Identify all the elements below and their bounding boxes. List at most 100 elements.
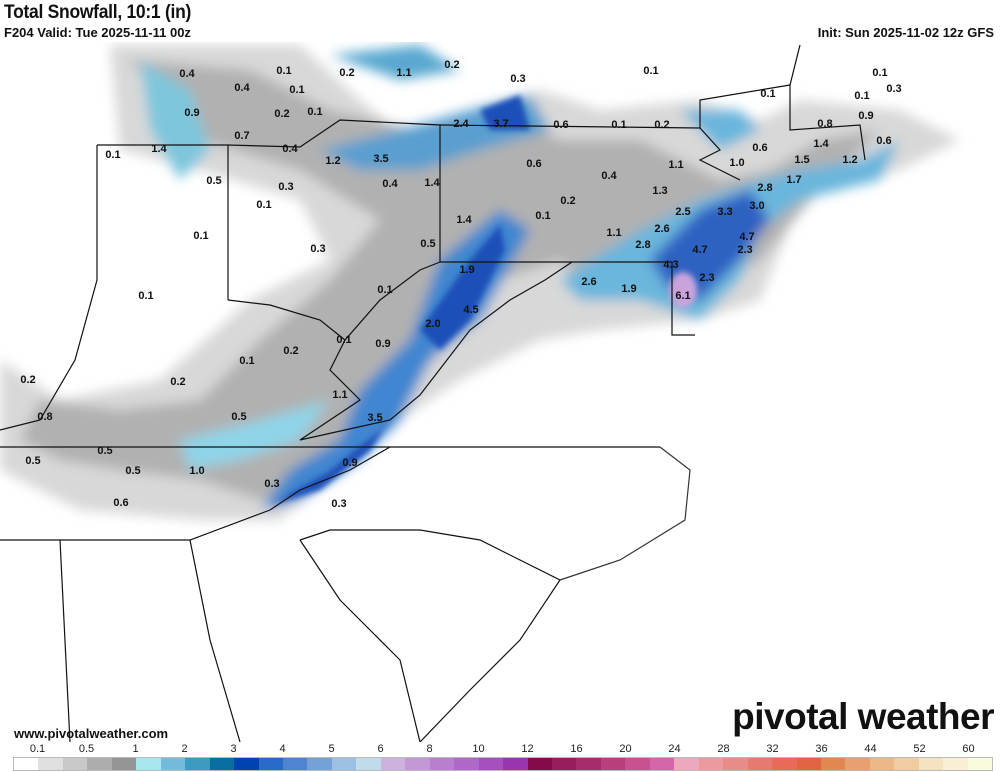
snowfall-value: 2.8 xyxy=(635,239,650,251)
website-url[interactable]: www.pivotalweather.com xyxy=(14,726,169,741)
snowfall-value: 1.1 xyxy=(332,389,347,401)
snowfall-value: 0.2 xyxy=(170,376,185,388)
legend-swatch xyxy=(600,758,626,770)
legend-swatch xyxy=(454,758,479,770)
snowfall-value: 1.4 xyxy=(813,138,829,150)
snowfall-value: 0.3 xyxy=(331,498,346,510)
valid-time: F204 Valid: Tue 2025-11-11 00z xyxy=(4,25,191,40)
snowfall-value: 0.6 xyxy=(113,497,128,509)
legend-swatch xyxy=(527,758,552,770)
legend-swatch xyxy=(649,758,675,770)
legend-swatch xyxy=(185,758,210,770)
snowfall-value: 2.6 xyxy=(581,276,596,288)
legend-label: 52 xyxy=(913,743,926,755)
snowfall-value: 0.4 xyxy=(601,170,617,182)
legend-swatch xyxy=(918,758,944,770)
legend-swatch xyxy=(380,758,406,770)
pivotal-weather-logo: pivotal weather xyxy=(732,696,994,737)
snowfall-value: 4.5 xyxy=(463,304,478,316)
snowfall-value: 0.6 xyxy=(876,135,891,147)
snowfall-value: 0.1 xyxy=(276,65,291,77)
snowfall-value: 0.5 xyxy=(420,238,435,250)
legend-swatch xyxy=(282,758,308,770)
legend-label: 16 xyxy=(570,743,583,755)
snowfall-value: 0.2 xyxy=(20,374,35,386)
snowfall-value: 0.1 xyxy=(193,230,208,242)
snowfall-value: 0.1 xyxy=(535,210,550,222)
snowfall-value: 0.1 xyxy=(105,149,120,161)
snowfall-value: 0.9 xyxy=(342,457,357,469)
snowfall-value-labels: 0.40.40.10.10.2 1.10.20.30.1 0.10.1 0.10.30… xyxy=(20,59,901,510)
snowfall-value: 2.8 xyxy=(757,182,772,194)
snowfall-value: 0.2 xyxy=(560,195,575,207)
snowfall-value: 3.0 xyxy=(749,200,764,212)
legend-swatch xyxy=(503,758,528,770)
snowfall-value: 0.1 xyxy=(239,355,254,367)
snowfall-value: 0.1 xyxy=(307,106,322,118)
snowfall-value: 4.7 xyxy=(692,244,707,256)
legend-swatch xyxy=(820,758,846,770)
snowfall-value: 0.3 xyxy=(886,83,901,95)
legend-swatch xyxy=(62,758,88,770)
legend-label: 5 xyxy=(328,743,335,755)
init-time: Init: Sun 2025-11-02 12z GFS xyxy=(817,25,994,40)
legend-label: 24 xyxy=(668,743,681,755)
snowfall-value: 0.5 xyxy=(231,411,246,423)
legend-label: 4 xyxy=(279,743,286,755)
snowfall-value: 1.1 xyxy=(396,67,411,79)
legend-swatch xyxy=(796,758,821,770)
state-borders xyxy=(0,44,866,742)
legend-swatch xyxy=(747,758,773,770)
legend-label: 60 xyxy=(962,743,975,755)
snowfall-value: 2.6 xyxy=(654,223,669,235)
color-legend xyxy=(13,757,993,771)
snowfall-value: 1.4 xyxy=(424,177,440,189)
snowfall-value: 0.2 xyxy=(444,59,459,71)
legend-swatch xyxy=(356,758,381,770)
snowfall-value: 0.2 xyxy=(339,67,354,79)
legend-swatch xyxy=(405,758,430,770)
snowfall-value: 1.9 xyxy=(459,264,474,276)
snowfall-value: 0.4 xyxy=(234,82,250,94)
snowfall-value: 0.1 xyxy=(611,119,626,131)
snowfall-value: 0.9 xyxy=(184,107,199,119)
legend-swatch xyxy=(160,758,186,770)
snowfall-value: 0.1 xyxy=(760,88,775,100)
legend-swatch xyxy=(723,758,748,770)
legend-swatch xyxy=(209,758,235,770)
snowfall-value: 0.1 xyxy=(256,199,271,211)
legend-label: 10 xyxy=(472,743,485,755)
snowfall-value: 0.1 xyxy=(289,84,304,96)
snowfall-value: 1.2 xyxy=(842,154,857,166)
legend-swatch xyxy=(307,758,332,770)
legend-swatch xyxy=(14,758,39,770)
snowfall-value: 0.9 xyxy=(375,338,390,350)
snowfall-value: 4.3 xyxy=(663,259,678,271)
map-title: Total Snowfall, 10:1 (in) xyxy=(4,2,192,23)
legend-label: 36 xyxy=(815,743,828,755)
legend-swatch xyxy=(38,758,63,770)
snowfall-value: 0.1 xyxy=(336,334,351,346)
snowfall-value: 3.7 xyxy=(493,118,508,130)
legend-label: 44 xyxy=(864,743,877,755)
snowfall-value: 0.3 xyxy=(278,181,293,193)
legend-label: 12 xyxy=(521,743,534,755)
legend-swatch xyxy=(234,758,259,770)
snowfall-value: 0.6 xyxy=(752,142,767,154)
legend-swatch xyxy=(111,758,137,770)
snowfall-value: 0.1 xyxy=(377,284,392,296)
legend-swatch xyxy=(331,758,357,770)
snowfall-value: 0.3 xyxy=(310,243,325,255)
snowfall-map[interactable]: 0.40.40.10.10.2 1.10.20.30.1 0.10.1 0.10.30… xyxy=(0,42,1000,742)
snowfall-value: 2.0 xyxy=(425,318,440,330)
legend-label: 0.5 xyxy=(78,743,95,755)
snowfall-value: 3.3 xyxy=(717,206,732,218)
snowfall-value: 0.1 xyxy=(872,67,887,79)
snowfall-value: 1.7 xyxy=(786,174,801,186)
snowfall-value: 2.3 xyxy=(699,272,714,284)
legend-label: 3 xyxy=(230,743,237,755)
snowfall-value: 1.0 xyxy=(729,157,744,169)
snowfall-value: 0.5 xyxy=(125,465,140,477)
legend-labels: 0.1 0.5 1 2 3 4 5 6 8 10 12 16 20 24 28 32 36 44 52 60 xyxy=(0,743,1000,757)
snowfall-value: 1.5 xyxy=(794,154,809,166)
